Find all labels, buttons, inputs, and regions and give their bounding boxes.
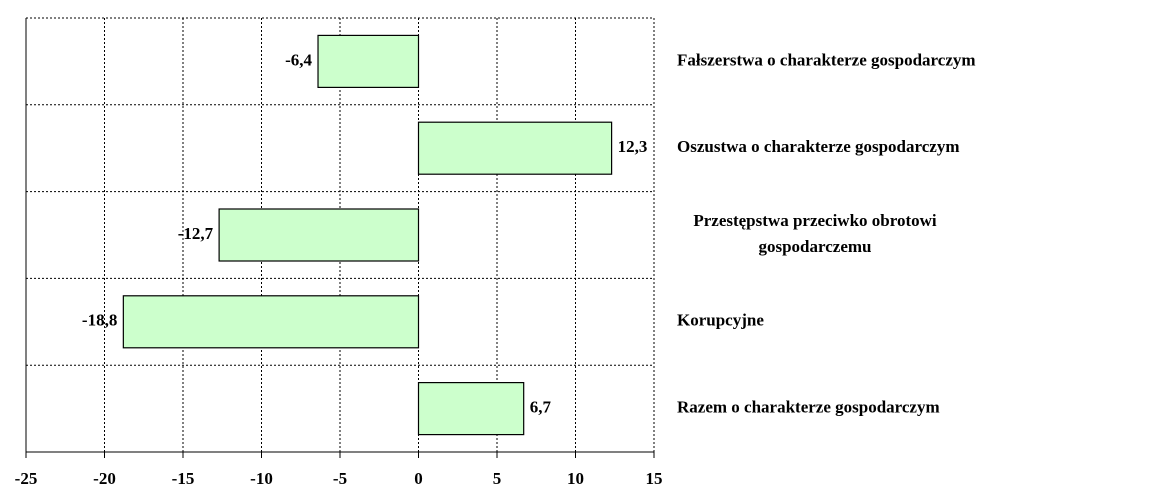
x-tick-label: 5 bbox=[493, 469, 502, 488]
bar bbox=[417, 121, 613, 175]
bar bbox=[417, 382, 525, 436]
value-label: 12,3 bbox=[618, 137, 648, 156]
x-tick-label: 15 bbox=[646, 469, 663, 488]
category-label: Korupcyjne bbox=[677, 311, 764, 330]
x-tick-label: -20 bbox=[93, 469, 116, 488]
value-label: -12,7 bbox=[178, 224, 214, 243]
category-label: Fałszerstwa o charakterze gospodarczym bbox=[677, 50, 976, 69]
x-tick-label: -15 bbox=[172, 469, 195, 488]
value-label: -18,8 bbox=[82, 311, 117, 330]
x-tick-label: -5 bbox=[333, 469, 347, 488]
value-label: -6,4 bbox=[285, 50, 312, 69]
bar bbox=[317, 34, 420, 89]
x-tick-label: -10 bbox=[250, 469, 273, 488]
category-label: Przestępstwa przeciwko obrotowi gospodarc… bbox=[693, 211, 937, 256]
bar bbox=[218, 208, 420, 262]
x-tick-label: 10 bbox=[567, 469, 584, 488]
category-label: Oszustwa o charakterze gospodarczym bbox=[677, 137, 960, 156]
x-tick-label: -25 bbox=[15, 469, 38, 488]
category-label: Razem o charakterze gospodarczym bbox=[677, 398, 940, 417]
bar bbox=[122, 295, 420, 349]
x-tick-label: 0 bbox=[414, 469, 423, 488]
value-label: 6,7 bbox=[530, 398, 552, 417]
